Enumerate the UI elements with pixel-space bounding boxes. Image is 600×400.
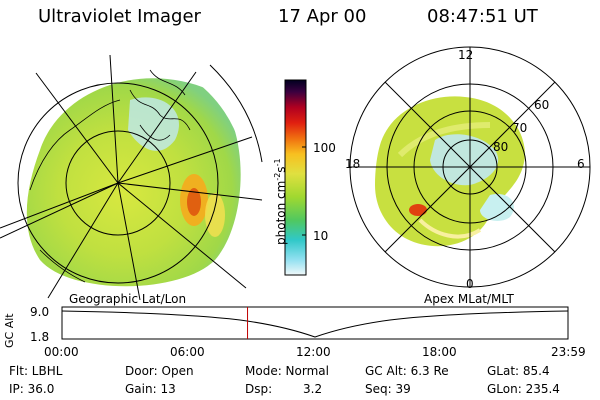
- glat-info: GLat: 85.4: [487, 364, 550, 378]
- timeline-ytick-low: 1.8: [30, 330, 50, 344]
- timeline-ytick-high: 9.0: [30, 305, 50, 319]
- gain-info: Gain: 13: [125, 382, 176, 396]
- observation-date: 17 Apr 00: [278, 6, 367, 27]
- timeline-frame: [61, 306, 569, 340]
- mlat-label-80: 80: [493, 140, 509, 154]
- apex-grid: [349, 46, 591, 288]
- geo-grid: [0, 54, 263, 300]
- timeline-plot: [61, 306, 569, 340]
- dsp-label: Dsp:: [245, 382, 273, 396]
- ip-info: IP: 36.0: [9, 382, 55, 396]
- filter-info: Flt: LBHL: [9, 364, 63, 378]
- coastlines: [29, 69, 191, 283]
- glon-info: GLon: 235.4: [487, 382, 560, 396]
- apex-polar-cap: [430, 134, 499, 186]
- door-info: Door: Open: [125, 364, 194, 378]
- mlat-label-70: 70: [512, 121, 528, 135]
- timeline-xtick-1800: 18:00: [422, 345, 457, 359]
- timeline-ylabel: GC Alt: [3, 313, 16, 348]
- apex-caption: Apex MLat/MLT: [424, 292, 514, 306]
- mlat-label-60: 60: [534, 98, 550, 112]
- mlt-label-6: 6: [577, 157, 585, 171]
- seq-info: Seq: 39: [365, 382, 411, 396]
- timeline-xtick-0000: 00:00: [44, 345, 79, 359]
- gc-alt-info: GC Alt: 6.3 Re: [365, 364, 449, 378]
- geographic-emission-region: [26, 78, 241, 287]
- geographic-dayside-patch: [128, 97, 179, 151]
- timeline-xtick-1200: 12:00: [296, 345, 331, 359]
- timeline-xtick-0600: 06:00: [170, 345, 205, 359]
- observation-time: 08:47:51 UT: [427, 6, 538, 27]
- dsp-value: 3.2: [303, 382, 323, 396]
- colorbar-unit-label: photon cm-2s-1: [273, 158, 288, 245]
- colorbar: [284, 79, 307, 276]
- colorbar-scale: [284, 79, 307, 276]
- apex-image: [349, 46, 591, 288]
- mlt-label-12: 12: [458, 48, 474, 62]
- mlt-label-18: 18: [345, 157, 361, 171]
- mode-info: Mode: Normal: [245, 364, 329, 378]
- gc-alt-curve: [61, 310, 569, 338]
- timeline-xtick-2359: 23:59: [551, 345, 586, 359]
- geographic-image: [0, 54, 263, 300]
- instrument-title: Ultraviolet Imager: [38, 6, 201, 27]
- geographic-caption: Geographic Lat/Lon: [69, 292, 187, 306]
- colorbar-tick-100: 100: [313, 141, 336, 155]
- colorbar-tick-10: 10: [313, 229, 329, 243]
- mlt-label-0: 0: [466, 277, 474, 291]
